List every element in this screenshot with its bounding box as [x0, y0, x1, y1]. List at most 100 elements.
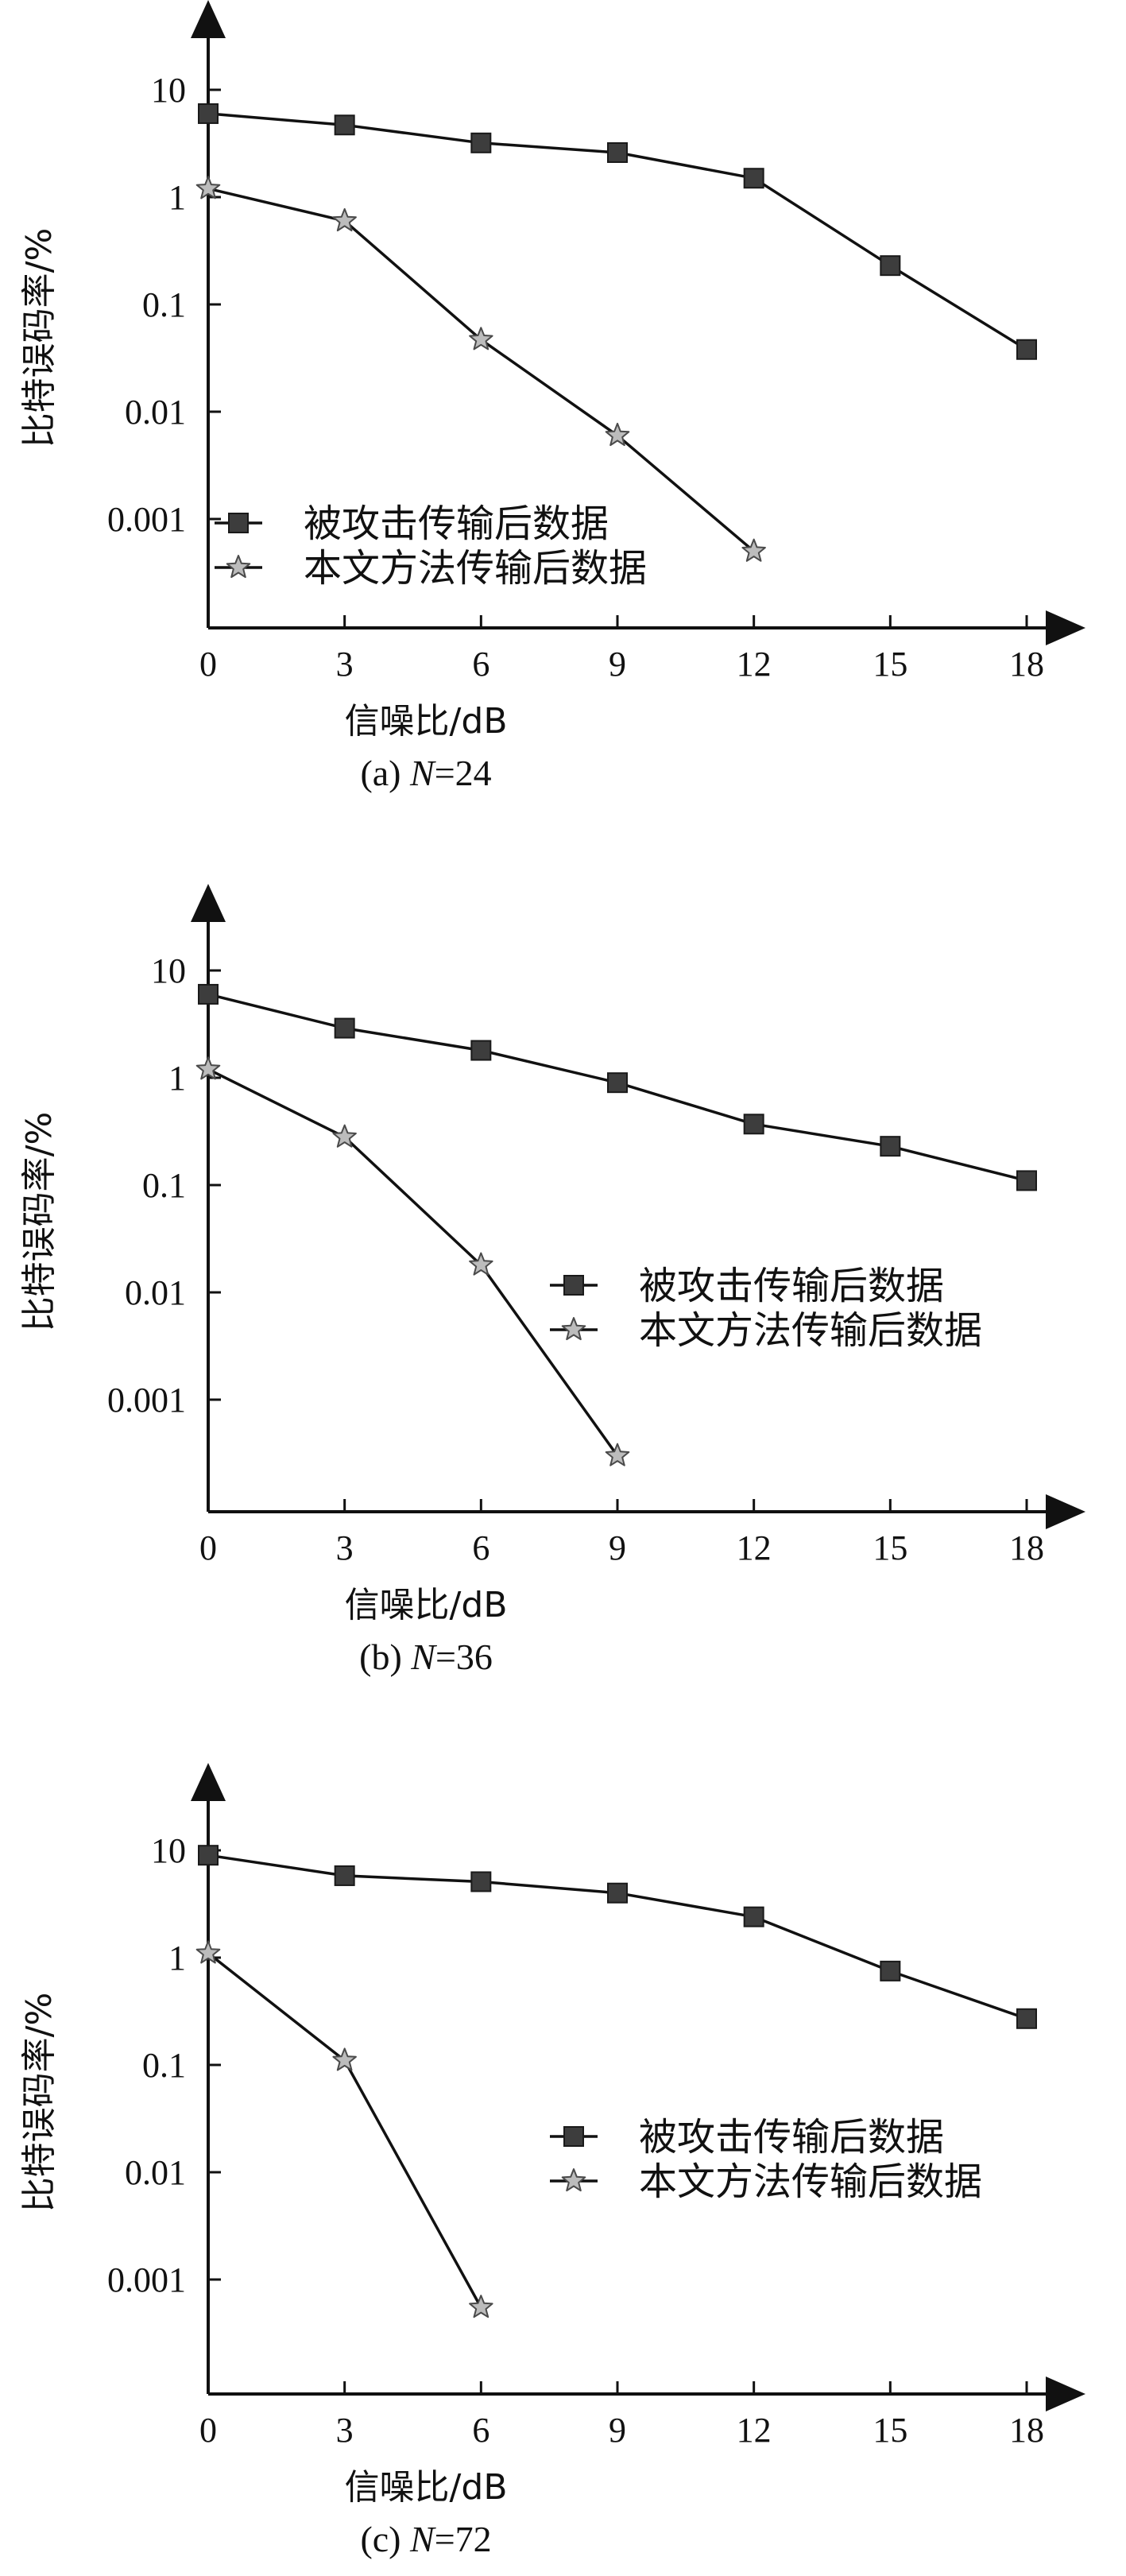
series-1-point-marker — [880, 1136, 901, 1157]
x-tick-label: 3 — [336, 645, 354, 684]
y-axis-arrow — [191, 884, 226, 922]
chart-caption: (c) N=72 — [360, 2519, 491, 2559]
y-tick-label: 10 — [151, 1831, 186, 1870]
x-tick-label: 18 — [1009, 2411, 1044, 2450]
series-1-point-marker — [743, 1114, 764, 1135]
chart-caption: (b) N=36 — [359, 1637, 493, 1677]
series-2-point-marker — [332, 207, 357, 232]
x-tick-label: 12 — [737, 645, 772, 684]
y-tick-label: 0.001 — [107, 1381, 186, 1420]
x-axis-arrow — [1046, 610, 1085, 645]
x-tick-label: 15 — [873, 2411, 907, 2450]
chart-panel-3: 0 3 6 9 12 15 18 0.001 0.01 0.1 1 10 信噪比/dB 比特误码率/% (c… — [19, 1763, 1085, 2559]
series-1 — [198, 983, 1037, 1191]
series-2 — [195, 1940, 493, 2318]
x-tick-label: 15 — [873, 1528, 907, 1567]
x-tick-label: 6 — [472, 645, 489, 684]
y-tick-label: 10 — [151, 71, 186, 110]
legend-label: 被攻击传输后数据 — [639, 2115, 944, 2160]
y-axis-arrow — [191, 0, 226, 38]
caption-prefix: (c) — [360, 2519, 410, 2559]
caption-suffix: =72 — [435, 2519, 492, 2559]
x-tick-label: 12 — [737, 2411, 772, 2450]
legend-label: 本文方法传输后数据 — [639, 1308, 982, 1353]
series-1-point-marker — [198, 1845, 219, 1866]
series-2-line — [207, 1067, 619, 1457]
series-1 — [198, 1845, 1037, 2029]
legend-label: 被攻击传输后数据 — [639, 1264, 944, 1308]
y-tick-label: 0.01 — [125, 1273, 186, 1312]
legend-label: 本文方法传输后数据 — [304, 546, 647, 591]
caption-variable: N — [409, 2519, 436, 2559]
y-tick-label: 1 — [168, 178, 186, 217]
series-1-point-marker — [1016, 2008, 1037, 2029]
series-1-point-marker — [743, 168, 764, 189]
x-axis-title: 信噪比/dB — [345, 2467, 508, 2508]
caption-prefix: (a) — [360, 753, 410, 793]
x-tick-label: 15 — [873, 645, 907, 684]
legend-marker — [563, 2126, 584, 2147]
x-tick-label: 9 — [609, 645, 626, 684]
y-tick-label: 0.001 — [107, 2260, 186, 2299]
y-tick-label: 0.01 — [125, 393, 186, 432]
series-1-point-marker — [334, 114, 355, 136]
chart-caption: (a) N=24 — [360, 753, 491, 793]
x-tick-label: 12 — [737, 1528, 772, 1567]
series-1-point-marker — [607, 141, 628, 163]
x-tick-label: 3 — [336, 2411, 354, 2450]
series-2 — [195, 1056, 630, 1466]
series-1-point-marker — [607, 1882, 628, 1904]
x-axis-title: 信噪比/dB — [345, 701, 508, 742]
series-2-point-marker — [605, 1443, 630, 1466]
series-2-line — [207, 187, 755, 552]
x-axis-title: 信噪比/dB — [345, 1585, 508, 1625]
series-1-point-marker — [607, 1072, 628, 1094]
series-2-point-marker — [332, 2047, 357, 2071]
series-1-point-marker — [334, 1865, 355, 1886]
series-1 — [198, 103, 1037, 360]
y-tick-label: 1 — [168, 1939, 186, 1978]
x-tick-label: 0 — [199, 1528, 217, 1567]
series-2-line — [207, 1952, 482, 2308]
legend-marker — [228, 513, 249, 533]
series-2-point-marker — [469, 2295, 493, 2318]
legend-label: 本文方法传输后数据 — [639, 2160, 982, 2204]
y-tick-label: 0.01 — [125, 2153, 186, 2192]
legend-marker — [561, 2168, 586, 2192]
caption-variable: N — [410, 1637, 437, 1677]
series-2-point-marker — [469, 327, 493, 351]
series-2-point-marker — [195, 1940, 221, 1964]
caption-suffix: =24 — [435, 753, 492, 793]
series-1-point-marker — [1016, 339, 1037, 360]
series-1-point-marker — [743, 1906, 764, 1927]
series-1-point-marker — [198, 103, 219, 124]
x-tick-label: 9 — [609, 1528, 626, 1567]
y-tick-label: 0.1 — [142, 1166, 186, 1205]
series-2-point-marker — [469, 1252, 493, 1276]
legend-marker — [563, 1275, 584, 1296]
series-1-point-marker — [880, 255, 901, 277]
chart-panel-1: 0 3 6 9 12 15 18 0.001 0.01 0.1 1 10 信噪比/dB 比特误码率/% (a… — [19, 0, 1085, 793]
x-tick-label: 3 — [336, 1528, 354, 1567]
series-1-point-marker — [470, 132, 492, 153]
series-2-point-marker — [195, 176, 221, 199]
chart-panel-2: 0 3 6 9 12 15 18 0.001 0.01 0.1 1 10 信噪比/dB 比特误码率/% (b… — [19, 884, 1085, 1677]
series-1-point-marker — [1016, 1170, 1037, 1191]
y-tick-label: 0.1 — [142, 285, 186, 324]
caption-suffix: =36 — [435, 1637, 493, 1677]
legend-label: 被攻击传输后数据 — [304, 502, 609, 546]
x-tick-label: 6 — [472, 2411, 489, 2450]
x-tick-label: 9 — [609, 2411, 626, 2450]
series-1-point-marker — [470, 1871, 492, 1892]
caption-prefix: (b) — [359, 1637, 411, 1677]
series-2-point-marker — [195, 1056, 221, 1080]
series-2 — [195, 176, 766, 562]
x-tick-label: 18 — [1009, 1528, 1044, 1567]
x-tick-label: 18 — [1009, 645, 1044, 684]
x-tick-label: 6 — [472, 1528, 489, 1567]
y-tick-label: 10 — [151, 951, 186, 990]
y-tick-label: 0.1 — [142, 2046, 186, 2085]
